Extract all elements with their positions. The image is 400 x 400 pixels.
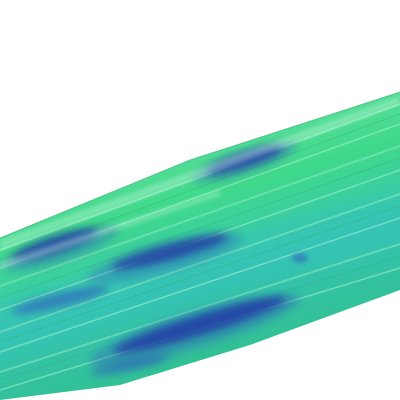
- lesion-upper-halo: [192, 141, 298, 183]
- leaf-upper-edge: [0, 91, 400, 239]
- lesion-spot-right: [292, 253, 308, 263]
- highlights: [0, 96, 400, 270]
- lesion-bottom: [90, 354, 170, 376]
- lesion-lower-left: [11, 286, 109, 314]
- lesion-lower-halo: [89, 293, 301, 367]
- lesion-mid-halo: [87, 232, 243, 284]
- teal-band: [0, 190, 400, 350]
